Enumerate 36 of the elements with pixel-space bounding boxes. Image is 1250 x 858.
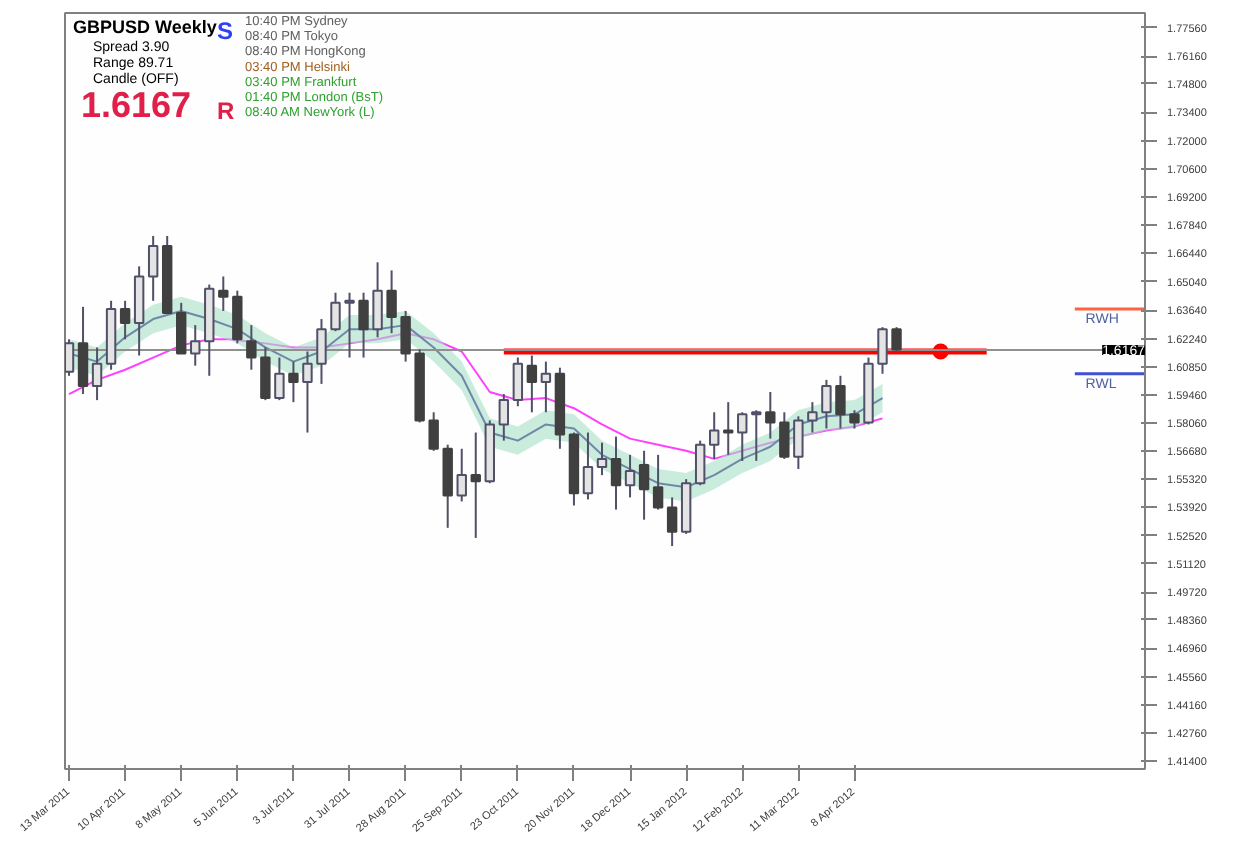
candlestick — [610, 435, 622, 511]
candlestick — [582, 431, 594, 501]
candlestick — [119, 299, 131, 341]
candlestick — [456, 447, 467, 503]
candlestick — [723, 401, 734, 456]
candlestick — [638, 449, 650, 521]
candlestick — [737, 411, 748, 462]
candlestick — [694, 439, 706, 487]
candlestick — [652, 453, 664, 511]
candlestick — [540, 360, 552, 414]
candlestick — [765, 391, 776, 440]
candlestick — [91, 346, 103, 402]
candlestick — [470, 431, 481, 539]
candlestick — [512, 356, 524, 408]
candlestick — [666, 496, 678, 548]
candlestick — [498, 393, 510, 442]
annotation: S — [217, 17, 234, 45]
candlestick — [65, 338, 75, 377]
annotation: GBPUSD Weekly — [73, 17, 217, 37]
candlestick — [176, 301, 187, 355]
candlestick — [190, 324, 201, 367]
candlestick — [77, 305, 89, 396]
candlestick — [344, 291, 355, 359]
candlestick — [526, 354, 538, 414]
annotation: 1.6167 — [81, 85, 192, 125]
candlestick — [624, 453, 636, 499]
candlestick — [133, 265, 145, 357]
candlestick — [330, 291, 341, 333]
candlestick — [596, 441, 608, 477]
candlestick — [442, 443, 453, 529]
candlestick — [751, 409, 762, 462]
candlestick — [372, 261, 383, 339]
candlestick — [708, 411, 720, 460]
candlestick — [147, 234, 159, 302]
annotation: R — [217, 97, 235, 125]
candlestick — [274, 356, 285, 402]
